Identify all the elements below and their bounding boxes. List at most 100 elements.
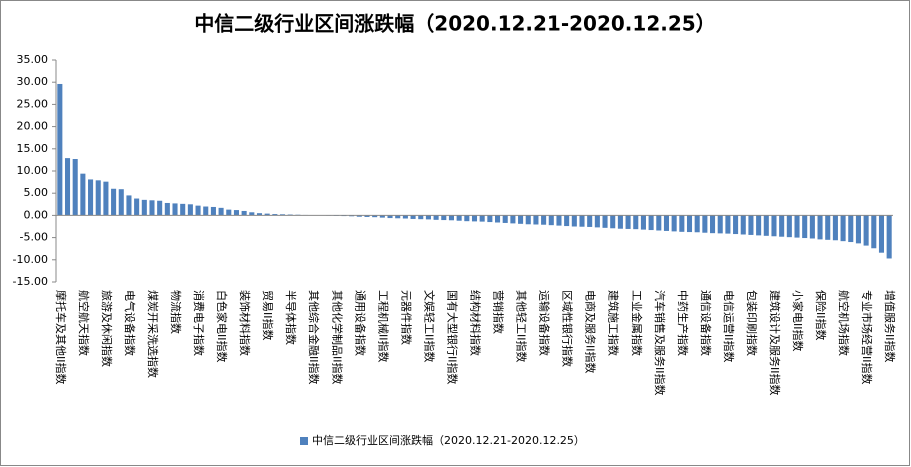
bar [80, 173, 86, 216]
bar [180, 203, 186, 216]
x-tick-label: 小家电II指数 [791, 290, 805, 352]
x-tick-label: 工业金属指数 [630, 290, 644, 356]
bar [95, 180, 101, 216]
bar [218, 207, 224, 216]
bar [264, 213, 270, 216]
bar [640, 215, 646, 230]
bar [579, 215, 585, 227]
bar [633, 215, 639, 230]
bar [272, 214, 278, 216]
bar [256, 213, 263, 216]
bar [617, 215, 623, 229]
x-tick-label: 建筑施工指数 [607, 290, 621, 356]
x-tick-label: 其他化学制品II指数 [330, 290, 344, 385]
x-tick-label: 其他综合金融II指数 [307, 290, 321, 385]
bar [763, 215, 769, 236]
bar [748, 215, 754, 235]
bar [111, 188, 117, 216]
x-tick-label: 营销指数 [492, 290, 506, 334]
bar [226, 209, 232, 216]
x-tick-label: 电气设备指数 [123, 290, 137, 356]
x-tick-label: 煤炭开采洗选指数 [146, 290, 160, 378]
bar [149, 200, 155, 216]
bar [794, 215, 800, 238]
bar [364, 215, 370, 217]
y-tick-label: 5.00 [24, 186, 49, 199]
bar [663, 215, 670, 231]
bar [157, 200, 163, 216]
bar [886, 215, 892, 259]
bar [571, 215, 577, 227]
x-tick-label: 贸易II指数 [261, 290, 275, 341]
bar [686, 215, 693, 233]
bar [356, 215, 362, 217]
bar [564, 215, 570, 227]
x-tick-label: 通用设备指数 [353, 290, 367, 356]
bar [848, 215, 854, 243]
y-tick-label: -10.00 [13, 253, 48, 266]
bar [464, 215, 470, 222]
bar [203, 206, 209, 216]
x-tick-label: 运输设备指数 [538, 290, 552, 356]
bar [195, 205, 201, 216]
bar [556, 215, 562, 226]
bar [802, 215, 808, 239]
bar [771, 215, 777, 237]
y-tick-label: 35.00 [17, 53, 49, 66]
bar [740, 215, 746, 235]
bar [88, 179, 94, 216]
bar [694, 215, 700, 233]
x-tick-label: 其他轻工II指数 [515, 290, 529, 363]
x-tick-label: 包装印刷指数 [745, 290, 759, 356]
bar [187, 204, 193, 216]
bar [279, 214, 286, 216]
x-tick-label: 建筑设计及服务II指数 [768, 290, 782, 396]
bar [702, 215, 708, 233]
bar [878, 215, 885, 253]
chart-title: 中信二级行业区间涨跌幅（2020.12.21-2020.12.25） [194, 12, 715, 36]
bar [495, 215, 501, 223]
bar [587, 215, 593, 227]
y-tick-label: 30.00 [17, 75, 49, 88]
y-tick-label: 20.00 [17, 120, 49, 133]
bar [103, 181, 109, 216]
bar [541, 215, 547, 225]
x-tick-label: 中药生产指数 [676, 290, 690, 356]
x-tick-label: 专业市场经营II指数 [860, 290, 874, 385]
y-tick-label: -5.00 [20, 231, 48, 244]
x-tick-label: 文娱轻工II指数 [422, 290, 436, 363]
x-tick-label: 电商及服务II指数 [584, 290, 598, 374]
bar [671, 215, 677, 232]
bar [725, 215, 731, 234]
bar [402, 215, 408, 219]
x-tick-label: 通信设备指数 [699, 290, 713, 356]
bar [372, 215, 378, 218]
bar [610, 215, 616, 229]
y-tick-label: 10.00 [17, 164, 49, 177]
bar [249, 212, 255, 216]
bar [733, 215, 739, 235]
bar [210, 206, 216, 216]
bar [387, 215, 393, 219]
bar [241, 210, 247, 216]
x-tick-label: 装饰材料指数 [238, 290, 252, 356]
bar [533, 215, 539, 225]
x-tick-label: 保险II指数 [814, 290, 828, 341]
bar [625, 215, 631, 229]
y-tick-label: 25.00 [17, 97, 49, 110]
bar [510, 215, 516, 224]
bar [786, 215, 792, 238]
bar [172, 203, 178, 216]
bar [126, 195, 132, 216]
bar [855, 215, 861, 244]
bar [825, 215, 831, 240]
bar [756, 215, 762, 236]
bar [809, 215, 815, 239]
bar [648, 215, 654, 231]
x-tick-label: 区域性银行指数 [561, 290, 575, 367]
x-tick-label: 汽车销售及服务II指数 [653, 290, 667, 396]
x-tick-label: 航空航天指数 [77, 290, 91, 356]
bar [594, 215, 600, 228]
bar [448, 215, 454, 221]
